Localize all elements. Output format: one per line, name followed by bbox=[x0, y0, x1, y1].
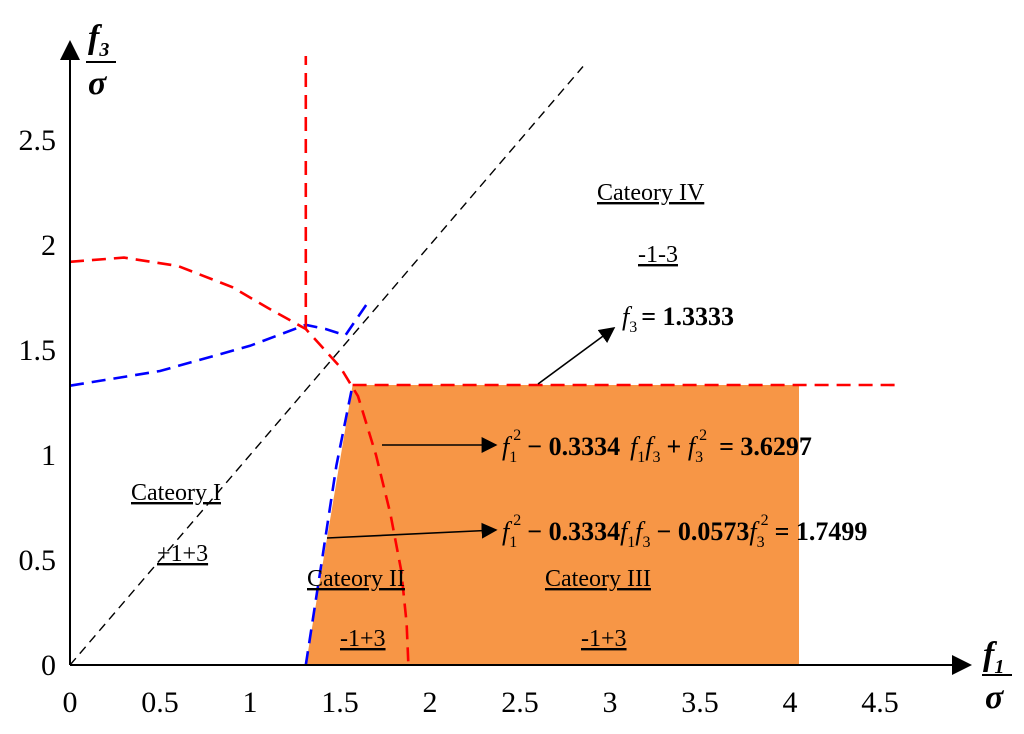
category-ii-sign: -1+3 bbox=[340, 626, 386, 652]
category-iii-title: Cateory III bbox=[545, 566, 651, 592]
y-tick-label: 1.5 bbox=[19, 334, 57, 367]
y-ticks: 0 0.5 1 1.5 2 2.5 bbox=[19, 124, 57, 682]
category-iii-sign: -1+3 bbox=[581, 626, 627, 652]
category-i-sign: +1+3 bbox=[157, 541, 208, 567]
x-tick-label: 2.5 bbox=[501, 686, 539, 719]
x-tick-label: 1.5 bbox=[321, 686, 359, 719]
x-tick-label: 0 bbox=[63, 686, 78, 719]
x-tick-label: 3.5 bbox=[681, 686, 719, 719]
x-ticks: 0 0.5 1 1.5 2 2.5 3 3.5 4 4.5 bbox=[63, 686, 899, 719]
curve-ellipse_f1f3 bbox=[69, 256, 410, 666]
equation-blue-boundary: f12− 0.3334f1f3− 0.0573f32 = 1.7499 bbox=[502, 512, 867, 551]
y-axis-label-numerator: f3 bbox=[88, 19, 109, 61]
x-tick-label: 1 bbox=[243, 686, 258, 719]
equation-f3: f3 = 1.3333 bbox=[622, 302, 734, 336]
x-tick-label: 0.5 bbox=[141, 686, 179, 719]
x-tick-label: 4.5 bbox=[861, 686, 899, 719]
category-ii-title: Cateory II bbox=[307, 566, 405, 592]
category-iii-shaded-region bbox=[305, 385, 799, 665]
arrow-blue-boundary bbox=[326, 522, 498, 539]
x-tick-label: 4 bbox=[783, 686, 798, 719]
equation-ellipse: f12− 0.3334 f1f3 + f32 = 3.6297 bbox=[502, 427, 812, 466]
y-axis-label: f3 σ bbox=[86, 19, 116, 102]
x-axis-label-denominator: σ bbox=[985, 679, 1005, 716]
category-iv-title: Cateory IV bbox=[597, 180, 705, 206]
boundary-curves bbox=[69, 56, 898, 666]
x-tick-label: 3 bbox=[603, 686, 618, 719]
y-tick-label: 1 bbox=[41, 439, 56, 472]
curve-blue_boundary_lower bbox=[304, 384, 354, 666]
arrow-f3-line bbox=[537, 327, 616, 385]
category-i-title: Cateory I bbox=[131, 480, 221, 506]
category-iv-sign: -1-3 bbox=[638, 242, 678, 268]
y-tick-label: 0.5 bbox=[19, 544, 57, 577]
y-tick-label: 2.5 bbox=[19, 124, 57, 157]
curve-diagonal_f1_equals_f3 bbox=[69, 66, 584, 666]
y-axis-label-denominator: σ bbox=[88, 65, 108, 102]
x-axis-label: f1 σ bbox=[982, 636, 1012, 716]
y-tick-label: 0 bbox=[41, 649, 56, 682]
x-axis-label-numerator: f1 bbox=[983, 636, 1004, 678]
y-tick-label: 2 bbox=[41, 229, 56, 262]
curve-blue_boundary_upper bbox=[69, 303, 369, 387]
x-tick-label: 2 bbox=[423, 686, 438, 719]
